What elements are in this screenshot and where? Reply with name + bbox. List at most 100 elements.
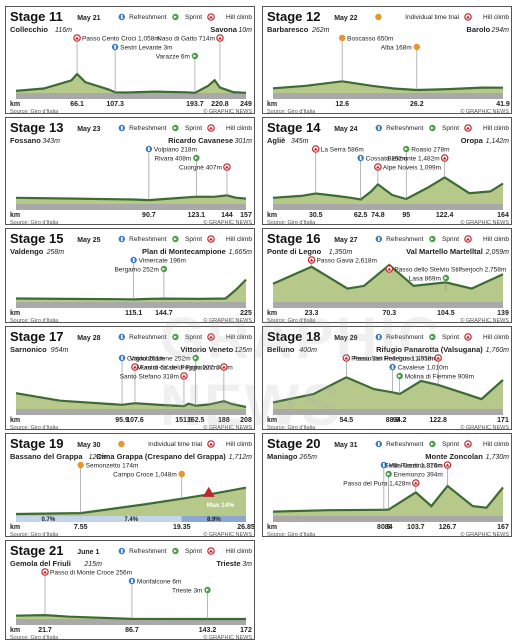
source-label: Source: Giro d'Italia [10, 220, 59, 225]
km-tick: 144.7 [155, 310, 173, 317]
profile-line [15, 613, 246, 621]
marker-label: Molina di Fiemme 908m [405, 374, 474, 381]
km-tick: 26.85 [237, 524, 255, 531]
marker-label: Bergamo 252m [114, 267, 158, 274]
refreshment-icon [389, 363, 396, 371]
sprint-icon [442, 274, 450, 282]
stage-title: Stage 19 [10, 436, 63, 451]
credit-label: © GRAPHIC NEWS [203, 531, 252, 537]
km-tick: 90.7 [142, 212, 156, 219]
km-tick: 167 [497, 524, 509, 531]
finish-town: Ricardo Cavanese [168, 136, 233, 145]
hill-icon [180, 372, 188, 380]
km-tick: 74.8 [371, 212, 385, 219]
marker-label: Enemonzo 394m [394, 472, 443, 479]
source-label: Source: Giro d'Italia [10, 635, 59, 640]
sprint-icon [429, 235, 436, 243]
stage-title: Stage 16 [267, 231, 320, 246]
stage-profile-chart: Stage 15 May 25 Hill climb Sprint Refreshmen… [10, 231, 253, 323]
start-town: Sarnonico [10, 345, 47, 354]
stage-date: May 25 [77, 237, 100, 244]
km-tick: 103.7 [407, 524, 425, 531]
start-altitude: 258m [46, 249, 65, 256]
marker-label: Cossato 252m [366, 156, 408, 163]
km-axis-label: km [267, 101, 277, 108]
hill-icon [307, 256, 316, 264]
stage-title: Stage 15 [10, 231, 63, 246]
source-label: Source: Giro d'Italia [10, 318, 59, 323]
hill-icon [464, 13, 472, 21]
hill-icon [464, 235, 472, 243]
stage-panel: Stage 13 May 23 Hill climb Sprint Refreshmen… [5, 117, 255, 225]
km-tick: 107.6 [126, 417, 144, 424]
refreshment-icon [128, 577, 136, 585]
legend-label: Sprint [185, 14, 202, 21]
stage-profile-chart: Stage 17 May 28 Hill climb Sprint Refreshmen… [10, 329, 252, 429]
refreshment-icon [375, 124, 382, 132]
hill-icon [207, 235, 215, 243]
refreshment-icon [118, 235, 126, 243]
km-tick: 26.2 [410, 101, 424, 108]
profile-line [15, 278, 247, 301]
stage-profile-chart: Stage 14 May 24 Hill climb Sprint Refreshmen… [267, 120, 509, 225]
ground-strip [273, 409, 503, 415]
marker-label: Semonzetto 174m [86, 463, 139, 470]
marker-label: Cavalese 1,010m [398, 365, 449, 372]
ground-strip [16, 409, 246, 415]
km-tick: 84 [385, 524, 393, 531]
stage-title: Stage 14 [267, 120, 321, 135]
km-tick: 162.5 [187, 417, 205, 424]
marker-label: Volpiano 218m [154, 147, 197, 154]
legend-label: Refreshment [129, 14, 166, 21]
hill-icon [464, 333, 472, 341]
refreshment-icon [375, 440, 382, 448]
stage-date: May 28 [77, 335, 100, 342]
km-tick: 208 [240, 417, 252, 424]
gradient-label: 8.9% [207, 517, 221, 523]
legend-label: Refreshment [386, 334, 423, 341]
credit-label: © GRAPHIC NEWS [460, 219, 509, 225]
marker-label: Villa Santina 374m [389, 463, 443, 470]
finish-altitude: 10m [238, 27, 252, 34]
sprint-icon [172, 235, 179, 243]
hill-icon [41, 568, 49, 576]
hill-icon [223, 163, 231, 171]
km-tick: 144 [221, 212, 233, 219]
ground-strip [273, 93, 503, 99]
legend-label: Refreshment [386, 236, 423, 243]
ground-strip [273, 204, 503, 210]
itt-icon [118, 440, 125, 448]
legend-label: Hill climb [226, 125, 252, 132]
km-tick: 123.1 [188, 212, 206, 219]
legend-label: Sprint [185, 236, 202, 243]
stage-panel: Stage 19 May 30 Hill climb Individual time … [5, 433, 255, 537]
km-axis-label: km [10, 212, 20, 219]
marker-label: Varazze 6m [156, 54, 190, 61]
stage-title: Stage 12 [267, 9, 320, 24]
km-tick: 107.3 [106, 101, 124, 108]
itt-icon [178, 470, 185, 478]
refreshment-icon [118, 13, 126, 21]
km-tick: 143.2 [199, 627, 217, 634]
start-altitude: 345m [291, 138, 309, 145]
marker-label: Alpe Noveis 1,099m [383, 165, 441, 172]
finish-altitude: 1,665m [229, 249, 253, 256]
profile-line [15, 194, 247, 202]
sprint-icon [403, 145, 410, 153]
km-tick: 30.5 [309, 212, 323, 219]
marker-label: La Serra 586m [321, 147, 364, 154]
sprint-icon [172, 13, 179, 21]
hill-icon [311, 145, 320, 153]
sprint-icon [204, 586, 211, 594]
stage-date: May 31 [334, 442, 357, 449]
km-tick: 249 [240, 101, 252, 108]
credit-label: © GRAPHIC NEWS [460, 108, 509, 114]
credit-label: © GRAPHIC NEWS [460, 424, 509, 430]
credit-label: © GRAPHIC NEWS [203, 219, 252, 225]
legend-label: Refreshment [129, 334, 166, 341]
legend-label: Sprint [442, 334, 459, 341]
km-axis-label: km [267, 310, 277, 317]
stage-panel: Stage 17 May 28 Hill climb Sprint Refreshmen… [5, 326, 255, 430]
sprint-icon [385, 470, 392, 478]
marker-label: Lasa 869m [409, 276, 441, 283]
